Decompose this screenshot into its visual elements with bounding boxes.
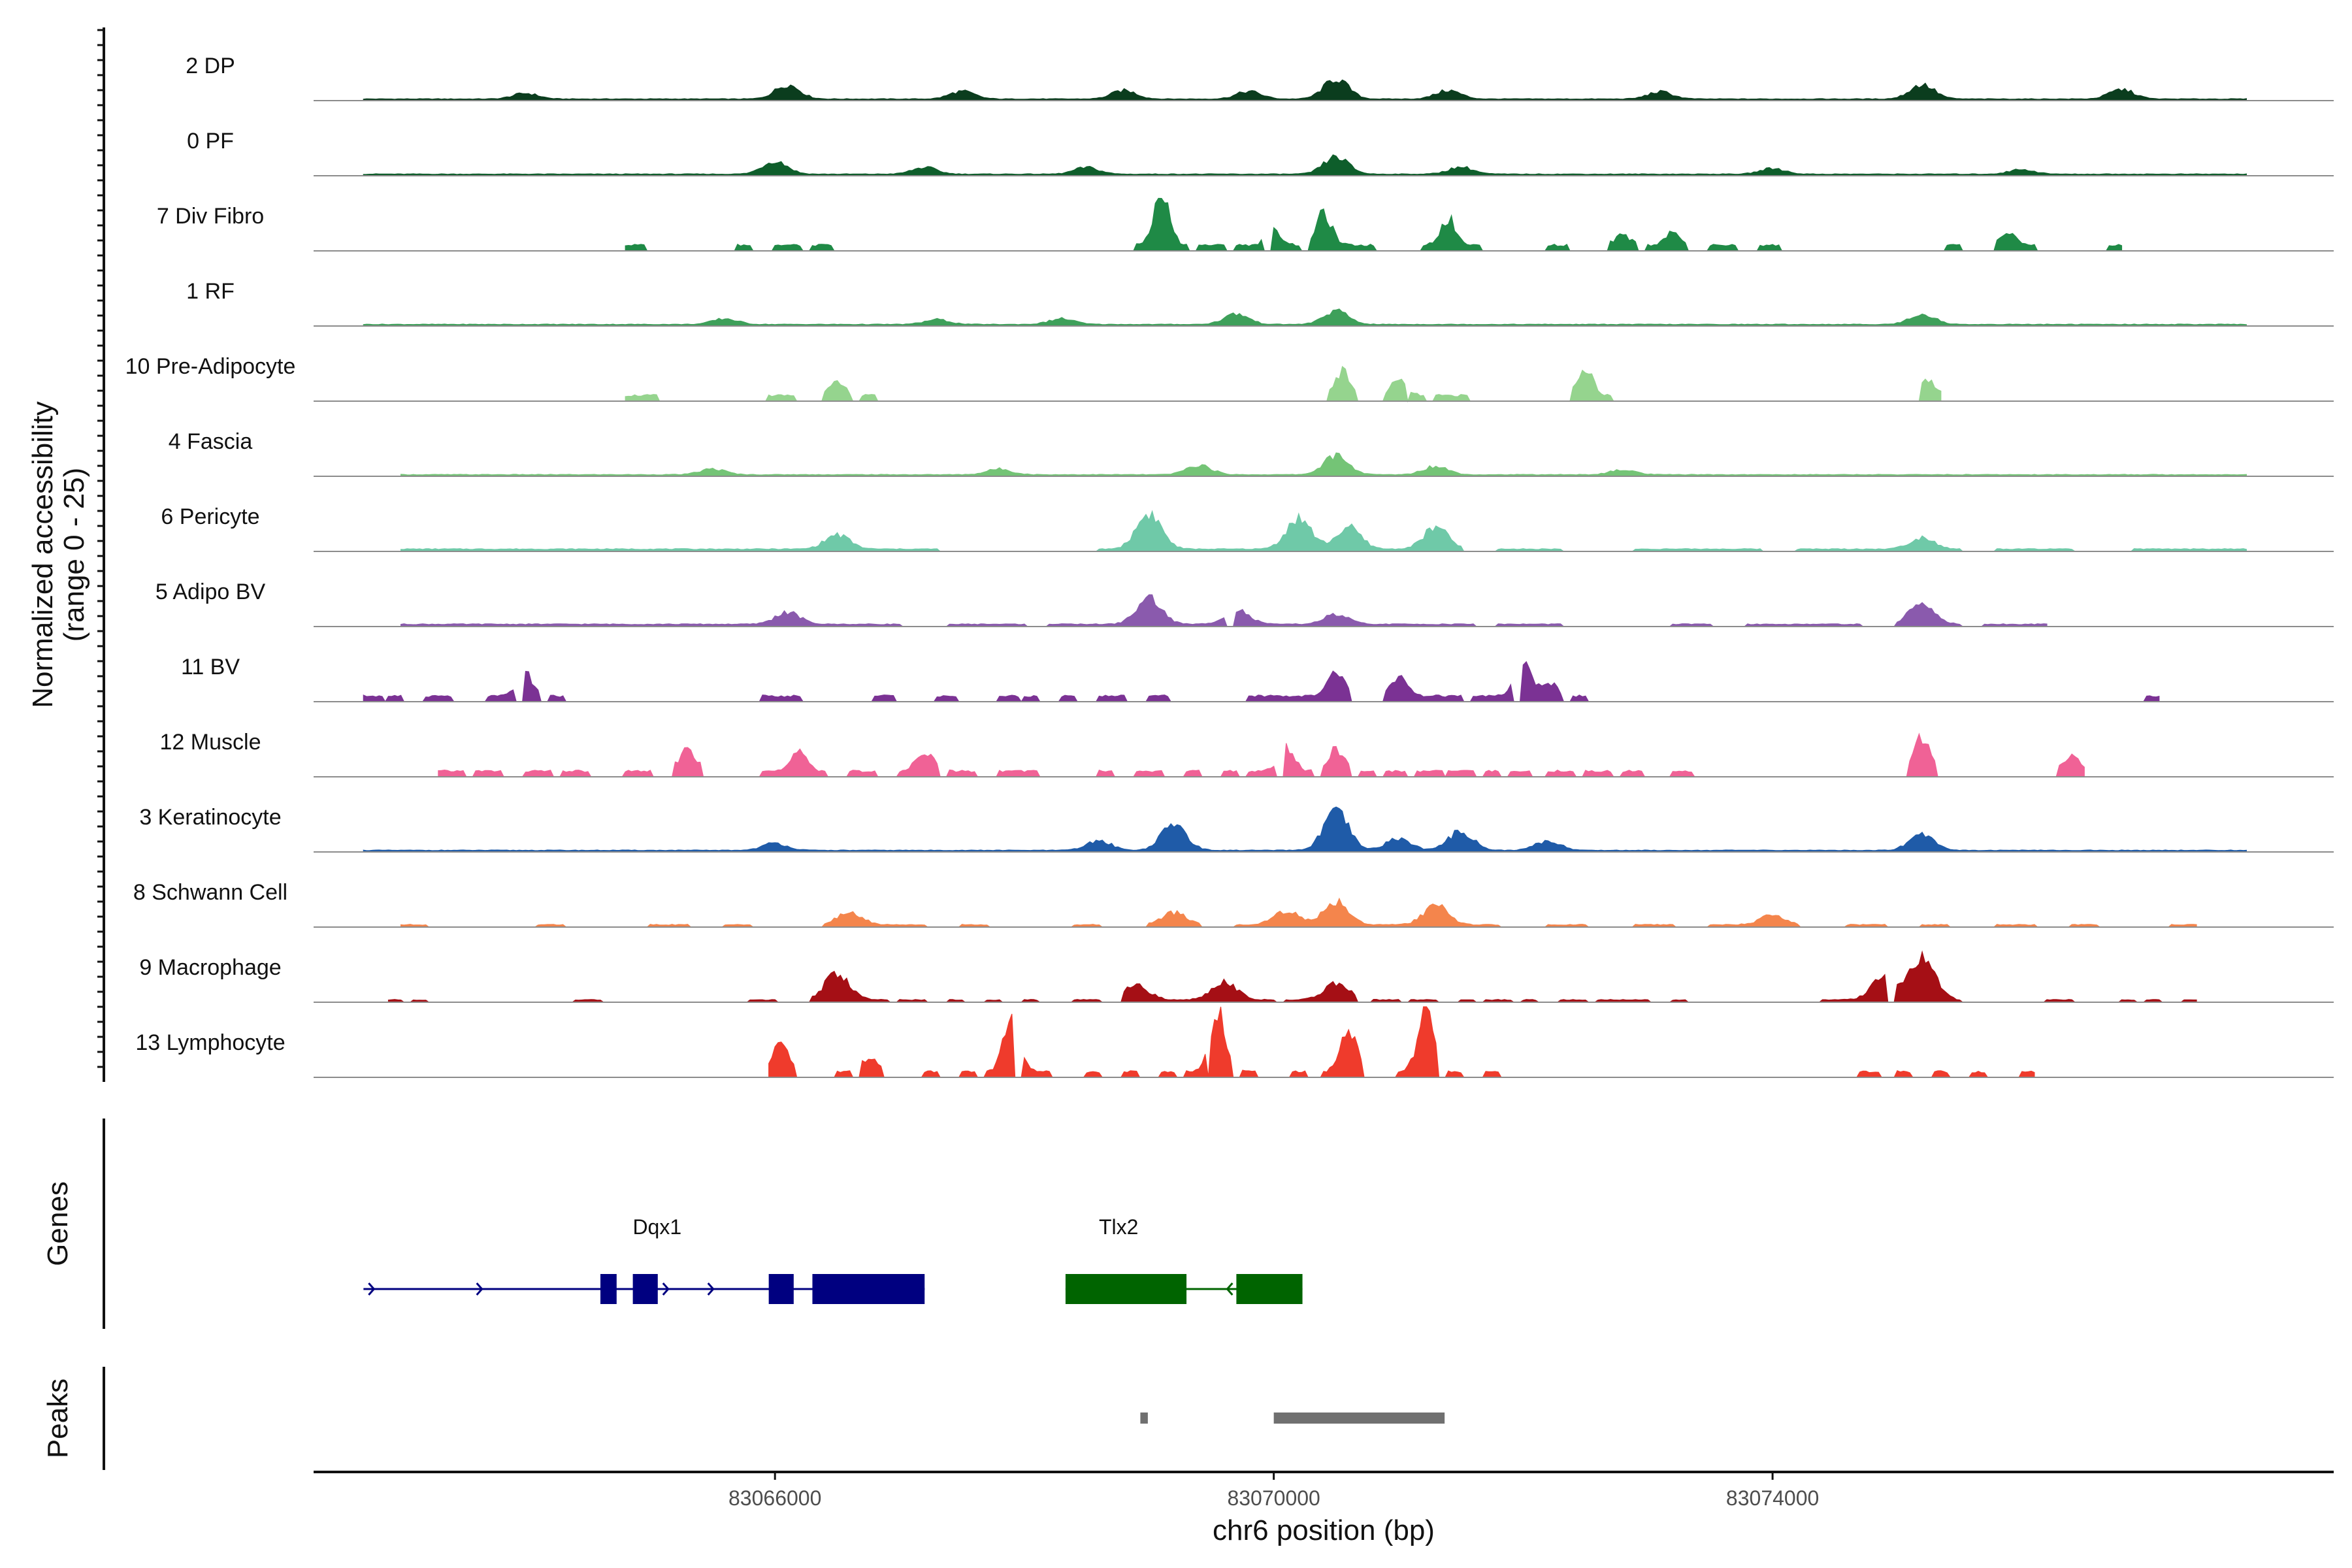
coverage-area: [387, 950, 2197, 1003]
y-axis-title-line-1: Normalized accessibility: [27, 401, 59, 708]
peak-bars: [1140, 1413, 1445, 1424]
x-axis-title: chr6 position (bp): [1213, 1514, 1435, 1546]
gene-dqx1: Dqx1: [363, 1215, 925, 1304]
x-axis: 83066000 83070000 83074000: [314, 1471, 2334, 1510]
track-2-dp: 2 DP: [186, 54, 2334, 101]
gene-exon: [1065, 1274, 1187, 1304]
peak-bar: [1273, 1413, 1445, 1424]
peaks-panel: Peaks: [42, 1367, 1445, 1470]
gene-label: Dqx1: [632, 1215, 681, 1239]
track-9-macrophage: 9 Macrophage: [139, 950, 2334, 1003]
track-label: 11 BV: [181, 655, 240, 679]
x-axis-ticks: 83066000 83070000 83074000: [728, 1472, 1819, 1510]
track-0-pf: 0 PF: [187, 129, 2334, 176]
track-label: 5 Adipo BV: [155, 580, 266, 604]
y-axis-title-line-2: (range 0 - 25): [58, 468, 90, 642]
coverage-area: [438, 732, 2085, 778]
gene-models: Dqx1 Tlx2: [363, 1215, 1303, 1304]
x-tick-label: 83070000: [1227, 1486, 1320, 1510]
track-4-fascia: 4 Fascia: [169, 429, 2334, 477]
track-13-lymphocyte: 13 Lymphocyte: [135, 1006, 2334, 1078]
strand-arrow-icon: [1226, 1282, 1233, 1296]
track-1-rf: 1 RF: [186, 279, 2334, 327]
track-label: 12 Muscle: [160, 730, 261, 755]
gene-tlx2: Tlx2: [1065, 1215, 1303, 1304]
track-label: 0 PF: [187, 129, 234, 154]
gene-exon: [632, 1274, 658, 1304]
track-label: 9 Macrophage: [139, 955, 281, 980]
track-label: 4 Fascia: [169, 429, 253, 454]
x-tick-label: 83074000: [1726, 1486, 1819, 1510]
track-label: 2 DP: [186, 54, 235, 78]
track-label: 7 Div Fibro: [157, 204, 264, 229]
track-6-pericyte: 6 Pericyte: [161, 504, 2334, 552]
peak-bar: [1140, 1413, 1148, 1424]
coverage-area: [400, 594, 2048, 627]
track-7-div-fibro: 7 Div Fibro: [157, 197, 2334, 252]
track-label: 8 Schwann Cell: [133, 880, 287, 905]
coverage-area: [363, 661, 2160, 703]
track-8-schwann-cell: 8 Schwann Cell: [133, 880, 2334, 928]
track-label: 1 RF: [186, 279, 235, 304]
gene-exon: [1236, 1274, 1303, 1304]
coverage-tracks: 2 DP 0 PF 7 Div Fibro 1 RF 10 Pre-Adipocyte 4…: [125, 54, 2334, 1078]
coverage-area: [363, 308, 2247, 327]
gene-exon: [812, 1274, 925, 1304]
gene-exon: [600, 1274, 617, 1304]
track-label: 6 Pericyte: [161, 504, 259, 529]
y-axis-ticks: [97, 29, 104, 1068]
track-label: 3 Keratinocyte: [139, 805, 281, 830]
coverage-area: [625, 197, 2123, 252]
track-10-pre-adipocyte: 10 Pre-Adipocyte: [125, 354, 2334, 403]
strand-arrow-icon: [368, 1282, 376, 1296]
track-label: 13 Lymphocyte: [135, 1030, 285, 1055]
x-tick-label: 83066000: [728, 1486, 821, 1510]
coverage-area: [400, 510, 2247, 552]
coverage-area: [363, 154, 2247, 176]
coverage-area: [363, 806, 2247, 853]
strand-arrow-icon: [476, 1282, 483, 1296]
strand-arrow-icon: [707, 1282, 715, 1296]
genes-panel-title: Genes: [42, 1181, 74, 1266]
gene-label: Tlx2: [1099, 1215, 1138, 1239]
coverage-area: [768, 1006, 2035, 1078]
coverage-area: [363, 79, 2247, 101]
gene-exon: [768, 1274, 794, 1304]
track-11-bv: 11 BV: [181, 655, 2334, 703]
track-3-keratinocyte: 3 Keratinocyte: [139, 805, 2334, 853]
genes-panel: Genes Dqx1 Tlx2: [42, 1119, 1303, 1329]
track-label: 10 Pre-Adipocyte: [125, 354, 296, 379]
track-12-muscle: 12 Muscle: [160, 730, 2334, 778]
strand-arrow-icon: [662, 1282, 670, 1296]
y-axis: [97, 27, 105, 1082]
coverage-area: [625, 365, 1942, 403]
peaks-panel-title: Peaks: [42, 1379, 74, 1458]
coverage-area: [400, 452, 2247, 477]
track-5-adipo-bv: 5 Adipo BV: [155, 580, 2334, 627]
coverage-area: [400, 897, 2197, 928]
